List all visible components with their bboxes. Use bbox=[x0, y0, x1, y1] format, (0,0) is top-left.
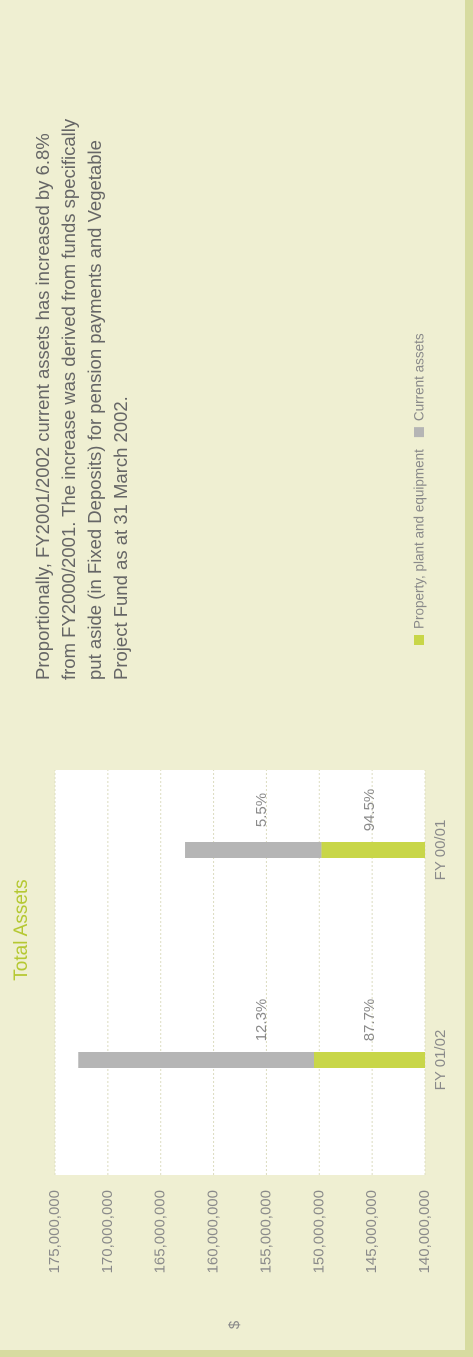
paragraph-line: put aside (in Fixed Deposits) for pensio… bbox=[84, 140, 105, 680]
bar-segment bbox=[314, 1052, 425, 1068]
paragraph-line: Proportionally, FY2001/2002 current asse… bbox=[32, 133, 53, 680]
share-label: 5.5% bbox=[253, 793, 270, 827]
share-label: 94.5% bbox=[361, 789, 378, 832]
bar-segment bbox=[321, 842, 425, 858]
shadow-edge bbox=[0, 1350, 473, 1357]
paragraph-line: from FY2000/2001. The increase was deriv… bbox=[58, 118, 79, 680]
y-tick-label: 170,000,000 bbox=[99, 1190, 116, 1273]
legend-label: Property, plant and equipment bbox=[412, 449, 427, 629]
legend-swatch bbox=[414, 427, 424, 438]
x-tick-label: FY 00/01 bbox=[432, 820, 449, 881]
shadow-edge bbox=[465, 0, 473, 1357]
share-label: 87.7% bbox=[361, 999, 378, 1042]
y-tick-label: 175,000,000 bbox=[46, 1190, 63, 1273]
y-axis-label: $ bbox=[226, 1320, 243, 1329]
y-tick-label: 145,000,000 bbox=[363, 1190, 380, 1273]
legend-swatch bbox=[414, 635, 424, 645]
paragraph-line: Project Fund as at 31 March 2002. bbox=[110, 396, 131, 680]
chart-title: Total Assets bbox=[11, 879, 32, 980]
y-tick-label: 155,000,000 bbox=[257, 1190, 274, 1273]
y-tick-label: 150,000,000 bbox=[310, 1190, 327, 1273]
y-tick-label: 160,000,000 bbox=[205, 1190, 222, 1273]
y-tick-label: 165,000,000 bbox=[152, 1190, 169, 1273]
legend-label: Current assets bbox=[412, 333, 427, 421]
share-label: 12.3% bbox=[253, 999, 270, 1042]
x-tick-label: FY 01/02 bbox=[432, 1030, 449, 1091]
bar-segment bbox=[185, 842, 322, 858]
y-tick-label: 140,000,000 bbox=[416, 1190, 433, 1273]
bar-segment bbox=[78, 1052, 314, 1068]
plot-area bbox=[55, 770, 425, 1175]
